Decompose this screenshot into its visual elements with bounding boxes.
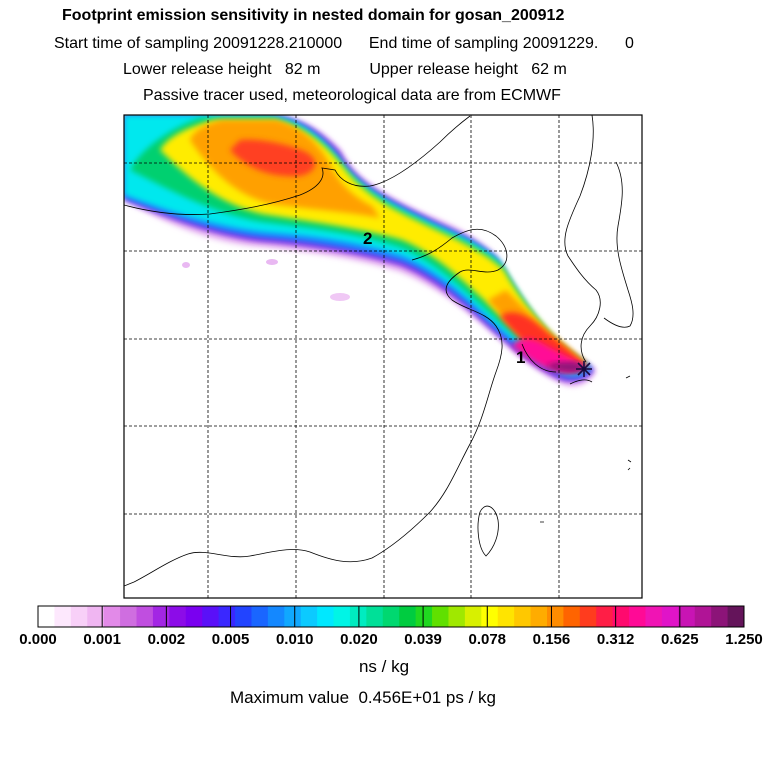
colorbar-swatch bbox=[136, 606, 154, 627]
colorbar-swatch bbox=[382, 606, 400, 627]
colorbar-tick-label: 0.039 bbox=[404, 631, 442, 648]
colorbar-swatch bbox=[596, 606, 614, 627]
colorbar-swatch bbox=[514, 606, 532, 627]
colorbar-swatch bbox=[202, 606, 220, 627]
colorbar-swatch bbox=[54, 606, 72, 627]
colorbar-units: ns / kg bbox=[358, 657, 410, 676]
colorbar-tick-label: 0.078 bbox=[468, 631, 507, 648]
tracer-info-line: Passive tracer used, meteorological data… bbox=[143, 87, 561, 104]
colorbar-swatch bbox=[333, 606, 351, 627]
map-frame bbox=[123, 114, 643, 599]
colorbar-tick-label: 0.020 bbox=[340, 631, 378, 648]
sampling-time-line: Start time of sampling 20091228.210000 E… bbox=[54, 35, 634, 52]
colorbar-swatch bbox=[678, 606, 696, 627]
colorbar-tick-label: 0.001 bbox=[83, 631, 121, 648]
colorbar-tick-label: 0.010 bbox=[275, 631, 314, 648]
colorbar-swatch bbox=[70, 606, 88, 627]
graticule bbox=[124, 115, 642, 598]
colorbar-swatch bbox=[432, 606, 449, 627]
colorbar-swatch bbox=[120, 606, 138, 627]
colorbar-swatch bbox=[579, 606, 597, 627]
colorbar-swatch bbox=[152, 606, 170, 627]
colorbar-swatch bbox=[284, 606, 302, 627]
star-marker-icon bbox=[576, 361, 592, 377]
colorbar-tick-label: 0.000 bbox=[19, 631, 57, 648]
colorbar-swatch bbox=[612, 606, 630, 627]
colorbar-tick-label: 0.002 bbox=[147, 631, 186, 648]
colorbar-tick-label: 0.156 bbox=[532, 631, 571, 648]
colorbar-swatch bbox=[185, 606, 203, 627]
colorbar-frame bbox=[37, 605, 745, 628]
release-height-line: Lower release height 82 m Upper release … bbox=[123, 61, 567, 78]
colorbar-swatch bbox=[399, 606, 417, 627]
colorbar-swatch bbox=[300, 606, 318, 627]
colorbar-swatch bbox=[87, 606, 105, 627]
colorbar-tick-label: 1.250 bbox=[725, 631, 763, 648]
colorbar-swatch bbox=[727, 606, 745, 627]
colorbar-swatch bbox=[711, 606, 729, 627]
colorbar-swatch bbox=[645, 606, 663, 627]
colorbar-swatch bbox=[497, 606, 515, 627]
colorbar-swatch bbox=[448, 606, 466, 627]
colorbar-swatch bbox=[481, 606, 499, 627]
cluster-label-1: 1 bbox=[516, 348, 525, 367]
colorbar-swatch bbox=[563, 606, 581, 627]
colorbar-tick-label: 0.625 bbox=[661, 631, 699, 648]
colorbar-swatch bbox=[661, 606, 679, 627]
colorbar-swatch bbox=[235, 606, 252, 627]
colorbar-swatch bbox=[546, 606, 564, 627]
maximum-value: Maximum value 0.456E+01 ps / kg bbox=[230, 688, 496, 707]
colorbar-swatch bbox=[251, 606, 269, 627]
colorbar-swatch bbox=[366, 606, 384, 627]
colorbar-swatch bbox=[530, 606, 548, 627]
colorbar-swatch bbox=[317, 606, 335, 627]
colorbar-swatch bbox=[694, 606, 712, 627]
colorbar-swatch bbox=[629, 606, 646, 627]
colorbar-swatch bbox=[38, 606, 55, 627]
colorbar-swatch bbox=[464, 606, 482, 627]
colorbar-swatch bbox=[103, 606, 121, 627]
colorbar-swatch bbox=[218, 606, 236, 627]
plot-title: Footprint emission sensitivity in nested… bbox=[62, 7, 565, 24]
colorbar bbox=[37, 606, 745, 627]
colorbar-swatch bbox=[415, 606, 433, 627]
colorbar-swatch bbox=[169, 606, 187, 627]
colorbar-swatch bbox=[267, 606, 285, 627]
colorbar-tick-label: 0.005 bbox=[211, 631, 250, 648]
colorbar-tick-label: 0.312 bbox=[596, 631, 635, 648]
cluster-label-2: 2 bbox=[363, 229, 372, 248]
